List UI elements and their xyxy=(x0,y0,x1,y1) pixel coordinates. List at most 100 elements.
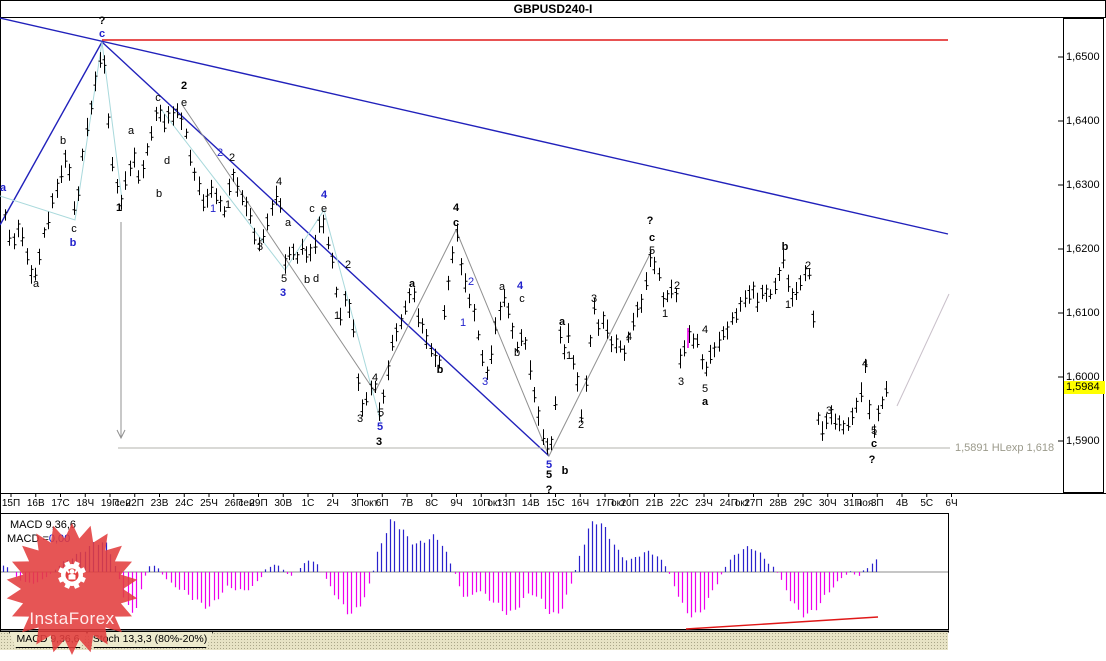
wave-label: c xyxy=(453,217,459,229)
time-axis-label: 24П xyxy=(719,498,738,509)
wave-label: 3 xyxy=(280,287,286,299)
price-axis-label: 1,6100 xyxy=(1066,307,1100,319)
time-axis-label: 23В xyxy=(150,498,169,509)
wave-label: 5 xyxy=(546,459,552,471)
wave-label: b xyxy=(437,364,444,376)
macd-value-prefix: MACD = xyxy=(7,533,49,545)
time-axis-label: 24С xyxy=(175,498,194,509)
wave-label: 1 xyxy=(225,199,231,211)
time-axis-label: 7В xyxy=(400,498,414,509)
tab-macd[interactable]: MACD 9,36,6 xyxy=(9,632,87,648)
time-axis-label: 15С xyxy=(546,498,565,509)
trendline-upper-channel-line[interactable] xyxy=(0,17,949,235)
indicator-tab-strip xyxy=(0,632,948,650)
macd-red-trendline[interactable] xyxy=(685,616,879,630)
time-axis-label: 4В xyxy=(895,498,909,509)
wave-label: ? xyxy=(546,484,553,496)
trendline-downtrend-line[interactable] xyxy=(101,41,550,457)
wave-label: 5 xyxy=(281,273,287,285)
price-axis-label: 1,6500 xyxy=(1066,51,1100,63)
wave-label: b xyxy=(60,135,66,147)
time-axis-label: 8С xyxy=(425,498,439,509)
time-axis-label: 27П xyxy=(744,498,763,509)
wave-label: 2 xyxy=(805,260,811,272)
time-axis-label: 21В xyxy=(645,498,664,509)
month-label: окт xyxy=(734,498,750,509)
wave-label: 4 xyxy=(862,358,868,370)
wave-label: 3 xyxy=(376,436,382,448)
wave-label: a xyxy=(0,182,7,194)
time-axis-label: 22П xyxy=(125,498,144,509)
time-axis-label: 30В xyxy=(274,498,293,509)
wave-label: b xyxy=(562,465,569,477)
wave-label: 3 xyxy=(357,413,363,425)
price-axis-label: 1,6000 xyxy=(1066,371,1100,383)
time-axis-label: 3П xyxy=(870,498,884,509)
time-axis-label: 13П xyxy=(496,498,516,509)
time-axis-label: 28В xyxy=(769,498,788,509)
month-label: сен xyxy=(238,498,255,509)
time-axis-label: 6П xyxy=(375,498,389,509)
wave-label: c xyxy=(871,438,877,450)
wave-label: 1 xyxy=(334,310,340,322)
wave-label: e xyxy=(181,97,187,109)
macd-value: 0,00 xyxy=(48,533,71,545)
wave-label: 2 xyxy=(217,147,223,159)
month-label: окт xyxy=(363,498,379,509)
time-axis-label: 29П xyxy=(249,498,268,509)
wave-label: 1 xyxy=(116,202,122,214)
price-axis-box xyxy=(1063,18,1104,493)
wave-label: 2 xyxy=(674,280,680,292)
wave-label: 4 xyxy=(626,331,632,343)
trendline-wave-link-gray[interactable] xyxy=(182,105,653,458)
wave-label: d xyxy=(164,155,170,167)
wave-label: ? xyxy=(869,454,876,466)
wave-label: 4 xyxy=(372,372,378,384)
wave-label: 4 xyxy=(276,176,282,188)
time-axis-label: 29С xyxy=(793,498,813,509)
time-axis-label: 15П xyxy=(1,498,21,509)
wave-label: 4 xyxy=(321,189,328,201)
time-axis-label: 31П xyxy=(843,498,862,509)
trendline-wave-link-cyan-2[interactable] xyxy=(159,107,382,424)
wave-label: 3 xyxy=(482,376,488,388)
wave-label: 1 xyxy=(210,203,216,215)
wave-label: ? xyxy=(99,15,106,27)
chart-title: GBPUSD240-I xyxy=(513,2,593,16)
wave-label: b xyxy=(156,188,162,200)
trendline-wave-link-cyan-1[interactable] xyxy=(0,41,123,221)
wave-label: 5 xyxy=(378,407,384,419)
wave-label: a xyxy=(499,281,506,293)
wave-label: b xyxy=(782,241,789,253)
wave-label: 4 xyxy=(453,202,460,214)
wave-label: b xyxy=(304,274,310,286)
wave-label: a xyxy=(33,278,40,290)
time-axis-label: 30Ч xyxy=(818,498,837,509)
wave-label: 3 xyxy=(678,376,684,388)
wave-label: 2 xyxy=(181,80,187,92)
tab-stoch[interactable]: Stoch 13,3,3 (80%-20%) xyxy=(87,632,213,648)
wave-label: 1 xyxy=(460,317,466,329)
down-arrow-head xyxy=(116,429,126,440)
wave-label: ? xyxy=(647,215,654,227)
wave-label: 2 xyxy=(229,152,235,164)
time-axis-label: 22С xyxy=(670,498,689,509)
wave-label: b xyxy=(70,237,77,249)
chart-title-bar: GBPUSD240-I xyxy=(0,0,1106,18)
time-axis-label: 9Ч xyxy=(450,498,463,509)
time-axis-label: 16Ч xyxy=(571,498,590,509)
wave-label: 4 xyxy=(517,280,524,292)
month-label: сен xyxy=(114,498,131,509)
wave-label: a xyxy=(128,125,135,137)
current-price-tag: 1,5984 xyxy=(1064,381,1105,394)
price-axis-label: 1,6300 xyxy=(1066,179,1100,191)
macd-indicator-name: MACD 9,36,6 xyxy=(10,519,77,531)
time-axis-label: 18Ч xyxy=(76,498,95,509)
macd-indicator-value: MACD =0,00 xyxy=(7,533,70,545)
time-axis-label: 6Ч xyxy=(945,498,958,509)
time-axis-label: 5С xyxy=(920,498,934,509)
wave-label: 5 xyxy=(546,469,552,481)
trendline-triangle-left-line[interactable] xyxy=(0,41,103,226)
trendline-projection-line[interactable] xyxy=(896,293,950,407)
